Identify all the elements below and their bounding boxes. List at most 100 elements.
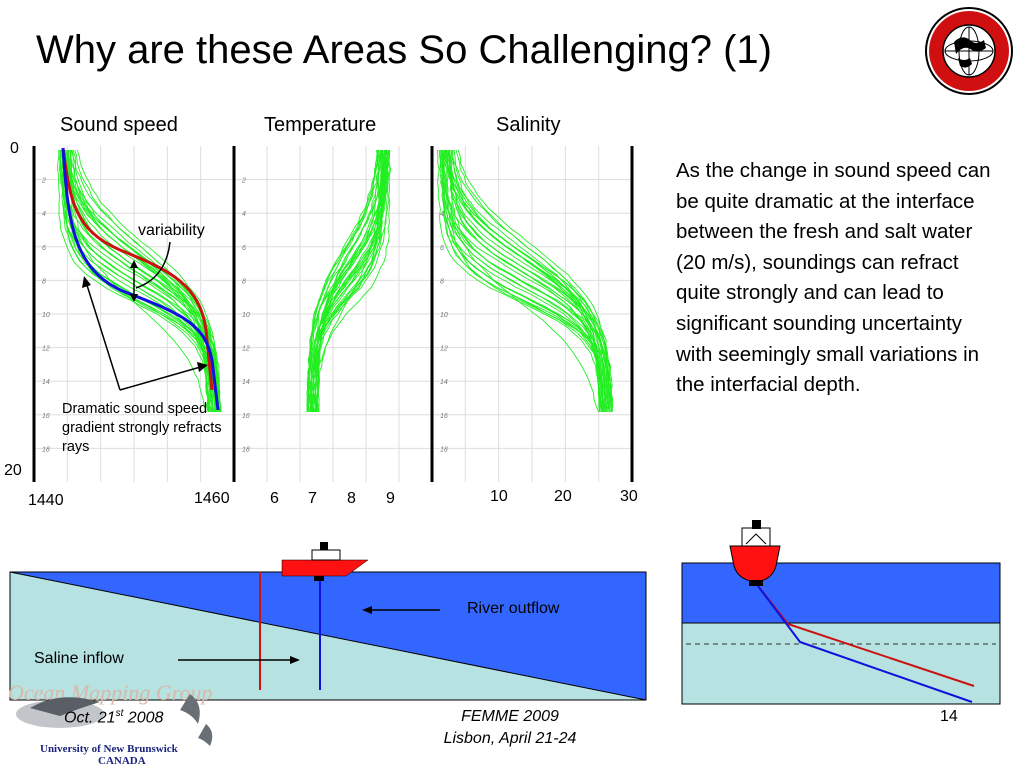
salinity-cast (441, 149, 605, 413)
salinity-cast (443, 150, 607, 413)
salinity-cast (457, 149, 613, 413)
depth-tick-label: 4 (440, 211, 444, 218)
depth-top-label: 0 (10, 140, 19, 157)
profile-charts: 2468101214161824681012141618246810121416… (32, 146, 634, 482)
saline-inflow-label: Saline inflow (34, 650, 124, 667)
temp-tick-9: 9 (386, 490, 395, 507)
salinity-cast (443, 149, 603, 413)
salinity-cast (444, 149, 604, 413)
depth-tick-label: 14 (440, 379, 448, 386)
depth-tick-label: 12 (242, 346, 250, 353)
depth-tick-label: 10 (42, 312, 50, 319)
salinity-cast (440, 150, 603, 413)
slide-title: Why are these Areas So Challenging? (1) (36, 28, 772, 72)
axis-layer (32, 146, 634, 482)
depth-tick-label: 6 (242, 245, 246, 252)
fresh-layer (681, 562, 1001, 624)
salinity-cast (448, 149, 611, 413)
temperature-cast (310, 149, 384, 413)
footer-date-sup: st (115, 708, 124, 719)
sound-speed-cast (70, 149, 215, 413)
salinity-cast (438, 149, 601, 413)
sound-speed-cast (67, 149, 219, 413)
salinity-cast (452, 149, 613, 413)
explanation-text: As the change in sound speed can be quit… (676, 159, 991, 397)
salinity-cast (443, 149, 607, 413)
header-sound-speed: Sound speed (60, 114, 178, 136)
temperature-cast (317, 149, 392, 413)
salinity-cast (444, 149, 608, 413)
sound-speed-cast (66, 149, 216, 413)
footer-date-main: Oct. 21 (64, 709, 116, 727)
sound-x-max-label: 1460 (194, 490, 230, 507)
depth-tick-label: 6 (42, 245, 46, 252)
gradient-pointer-right-head (197, 362, 208, 372)
salinity-cast (442, 149, 600, 413)
ship-mast (320, 542, 328, 550)
sound-speed-cast (57, 150, 210, 413)
ship-cabin (311, 549, 341, 561)
depth-tick-label: 16 (42, 413, 50, 420)
sal-tick-20: 20 (554, 488, 572, 505)
header-temperature: Temperature (264, 114, 377, 136)
sound-speed-cast (61, 149, 213, 413)
sal-tick-30: 30 (620, 488, 638, 505)
depth-tick-label: 14 (242, 379, 250, 386)
depth-tick-label: 6 (440, 245, 444, 252)
univ-name: University of New Brunswick (40, 743, 178, 755)
salinity-cast (452, 150, 607, 413)
gradient-pointer-left (85, 281, 121, 391)
temperature-cast (308, 150, 383, 413)
depth-tick-label: 4 (42, 211, 46, 218)
salinity-cast (446, 149, 609, 413)
variability-arrow-head-down (130, 294, 138, 302)
sound-speed-cast (72, 149, 222, 413)
unb-geodesy-logo (925, 7, 1013, 95)
depth-tick-label: 8 (242, 278, 246, 285)
sal-tick-10: 10 (490, 488, 508, 505)
header-salinity: Salinity (496, 114, 561, 136)
depth-tick-label: 2 (241, 178, 246, 185)
estuary-diagram (9, 542, 647, 701)
depth-tick-label: 2 (41, 178, 46, 185)
temp-tick-7: 7 (308, 490, 317, 507)
faded-org-title: Ocean Mapping Group (8, 680, 213, 705)
refraction-diagram (681, 520, 1001, 705)
salinity-cast (446, 149, 610, 413)
temp-tick-6: 6 (270, 490, 279, 507)
slide-number: 14 (940, 708, 958, 725)
depth-tick-label: 14 (42, 379, 50, 386)
variability-pointer (135, 241, 171, 289)
sound-speed-cast (71, 149, 220, 413)
depth-tick-label: 4 (242, 211, 246, 218)
ship-transducer (314, 576, 324, 581)
salinity-cast (442, 149, 605, 413)
footer-date-year: 2008 (123, 709, 164, 727)
green-profiles (57, 149, 614, 413)
depth-tick-label: 12 (42, 346, 50, 353)
footer-conference-place: Lisbon, April 21-24 (443, 730, 577, 747)
depth-tick-label: 8 (42, 278, 46, 285)
salinity-cast (437, 149, 601, 413)
variability-arrow-head-up (130, 260, 138, 268)
depth-tick-label: 8 (440, 278, 444, 285)
depth-tick-label: 10 (242, 312, 250, 319)
sound-speed-cast (68, 149, 219, 413)
depth-tick-label: 12 (440, 346, 448, 353)
ship-transducer (749, 580, 763, 586)
variability-label: variability (138, 222, 205, 239)
sound-speed-red-profile (61, 147, 214, 391)
temperature-cast (306, 149, 380, 413)
ship-mast (752, 520, 761, 529)
sound-x-min-label: 1440 (28, 492, 64, 509)
river-outflow-label: River outflow (467, 600, 560, 617)
salt-layer (681, 622, 1001, 705)
salinity-cast (453, 149, 614, 413)
sound-speed-cast (61, 149, 214, 413)
university-logo (16, 694, 213, 746)
gradient-pointer-left-head (82, 276, 91, 288)
univ-country: CANADA (98, 755, 146, 767)
gradient-note: Dramatic sound speed gradient strongly r… (62, 401, 222, 455)
sound-speed-blue-profile (61, 147, 220, 411)
gradient-pointer-right (119, 365, 205, 391)
